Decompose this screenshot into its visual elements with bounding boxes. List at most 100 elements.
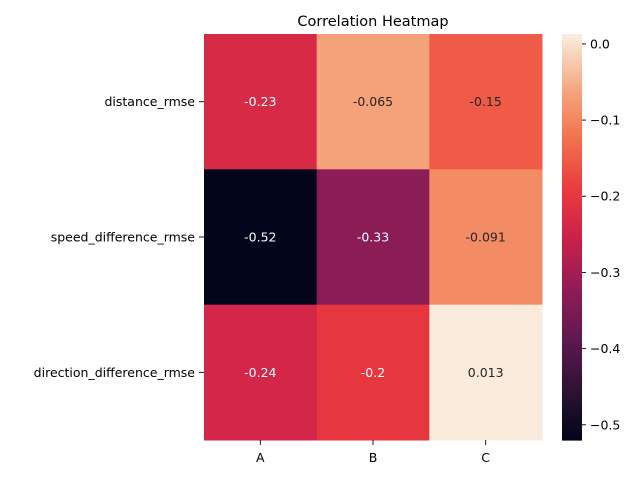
heatmap-cell [316, 169, 430, 306]
colorbar-segment [562, 341, 582, 346]
colorbar-segment [562, 199, 582, 204]
colorbar-segment [562, 145, 582, 150]
heatmap-cell [204, 34, 318, 170]
colorbar-segment [562, 128, 582, 133]
colorbar-segment [562, 311, 582, 316]
colorbar-segment [562, 91, 582, 96]
colorbar-segment [562, 216, 582, 221]
colorbar-segment [562, 348, 582, 353]
colorbar-segment [562, 412, 582, 417]
colorbar-segment [562, 375, 582, 380]
colorbar-segment [562, 223, 582, 228]
heatmap-cell [204, 169, 318, 306]
colorbar-segment [562, 64, 582, 69]
cell-value-label: -0.52 [244, 230, 276, 245]
colorbar-tick-label: −0.5 [590, 417, 620, 432]
colorbar-segment [562, 314, 582, 319]
colorbar-segment [562, 74, 582, 79]
colorbar-segment [562, 355, 582, 360]
x-tick-label: B [369, 450, 378, 465]
colorbar-segment [562, 98, 582, 103]
colorbar-segment [562, 270, 582, 275]
colorbar-segment [562, 40, 582, 45]
colorbar-segment [562, 67, 582, 72]
colorbar-segment [562, 291, 582, 296]
colorbar-segment [562, 436, 582, 441]
colorbar-segment [562, 318, 582, 323]
colorbar-segment [562, 250, 582, 255]
colorbar-segment [562, 108, 582, 113]
colorbar-segment [562, 389, 582, 394]
cell-value-label: -0.24 [244, 365, 276, 380]
colorbar-segment [562, 115, 582, 120]
colorbar-segment [562, 284, 582, 289]
colorbar-segment [562, 385, 582, 390]
colorbar-segment [562, 230, 582, 235]
colorbar-segment [562, 81, 582, 86]
colorbar-segment [562, 267, 582, 272]
colorbar-segment [562, 338, 582, 343]
colorbar-segment [562, 57, 582, 62]
colorbar-segment [562, 182, 582, 187]
colorbar-segment [562, 345, 582, 350]
cell-value-label: -0.2 [361, 365, 385, 380]
cell-value-label: -0.091 [466, 230, 506, 245]
colorbar-segment [562, 176, 582, 181]
colorbar-segment [562, 372, 582, 377]
colorbar-tick-label: 0.0 [590, 36, 610, 51]
colorbar-segment [562, 226, 582, 231]
colorbar-segment [562, 94, 582, 99]
colorbar-segment [562, 50, 582, 55]
colorbar-segment [562, 264, 582, 269]
colorbar-segment [562, 84, 582, 89]
colorbar-segment [562, 142, 582, 147]
colorbar-segment [562, 189, 582, 194]
colorbar-segment [562, 54, 582, 59]
colorbar-segment [562, 71, 582, 76]
colorbar-segment [562, 274, 582, 279]
colorbar-segment [562, 433, 582, 438]
colorbar-segment [562, 155, 582, 160]
colorbar-segment [562, 233, 582, 238]
y-tick-label: direction_difference_rmse [34, 365, 196, 380]
colorbar-segment [562, 243, 582, 248]
colorbar-segment [562, 402, 582, 407]
chart-title: Correlation Heatmap [297, 14, 448, 30]
colorbar-segment [562, 61, 582, 66]
colorbar-segment [562, 253, 582, 258]
colorbar-segment [562, 193, 582, 197]
colorbar-segment [562, 138, 582, 143]
colorbar-segment [562, 277, 582, 282]
colorbar-segment [562, 162, 582, 167]
colorbar-segment [562, 125, 582, 130]
cell-value-label: -0.33 [357, 230, 389, 245]
colorbar-segment [562, 47, 582, 52]
heatmap-cell [429, 169, 543, 306]
cell-value-label: -0.065 [353, 94, 393, 109]
y-tick-label: distance_rmse [104, 94, 195, 109]
colorbar-segment [562, 149, 582, 154]
colorbar-segment [562, 328, 582, 333]
x-tick-label: A [256, 450, 265, 465]
colorbar-segment [562, 308, 582, 313]
colorbar-segment [562, 152, 582, 157]
colorbar-segment [562, 37, 582, 42]
colorbar-segment [562, 213, 582, 218]
colorbar-segment [562, 331, 582, 336]
colorbar-segment [562, 365, 582, 370]
colorbar-segment [562, 257, 582, 262]
colorbar-segment [562, 294, 582, 299]
heatmap-cell [429, 34, 543, 170]
heatmap-cell [429, 304, 543, 441]
colorbar: 0.0 −0.1 −0.2 −0.3 −0.4 −0.5 [562, 34, 620, 441]
colorbar-segment [562, 382, 582, 387]
cell-value-label: -0.15 [469, 94, 501, 109]
colorbar-segment [562, 416, 582, 421]
cell-annotations: -0.23 -0.065 -0.15 -0.52 -0.33 -0.091 -0.24 -0.… [244, 94, 506, 380]
heatmap-cell [316, 34, 430, 170]
colorbar-segment [562, 88, 582, 93]
colorbar-tick-label: −0.1 [590, 113, 620, 128]
colorbar-segment [562, 135, 582, 140]
colorbar-segment [562, 358, 582, 363]
colorbar-segment [562, 44, 582, 49]
